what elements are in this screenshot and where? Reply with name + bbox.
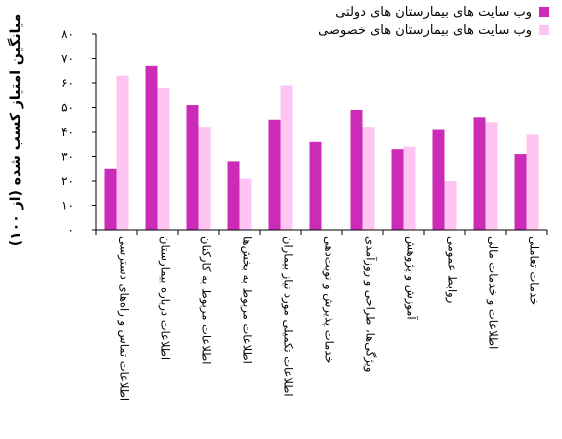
x-category-label: اطلاعات تماس و راه‌های دسترسی <box>117 236 132 401</box>
bar-private-hospitals <box>116 75 129 231</box>
bar-private-hospitals <box>526 134 539 230</box>
bar-private-hospitals <box>239 178 252 230</box>
x-axis-category-labels: اطلاعات تماس و راه‌های دسترسی اطلاعات درب… <box>117 236 542 401</box>
x-category-label: خدمات پذیرش و نوبت‌دهی <box>322 236 337 363</box>
y-tick-label: ۲۰ <box>61 174 74 188</box>
bar-public-hospitals <box>391 149 404 230</box>
bars <box>104 65 539 231</box>
y-tick-label: ۵۰ <box>61 101 74 115</box>
x-category-label: اطلاعات مربوط به بخش‌ها <box>240 236 255 364</box>
legend-swatch <box>539 25 549 35</box>
bar-public-hospitals <box>350 109 363 230</box>
x-category-label: خدمات تعاملی <box>528 236 542 305</box>
bar-private-hospitals <box>362 127 375 230</box>
y-tick-label: ۱۰ <box>61 199 74 213</box>
x-category-label: اطلاعات تکمیلی مورد نیاز بیماران <box>281 236 296 397</box>
x-category-label: آموزش و پژوهش <box>404 236 419 320</box>
bar-private-hospitals <box>157 87 170 231</box>
bar-private-hospitals <box>403 146 416 230</box>
bar-private-hospitals <box>485 122 498 230</box>
bar-public-hospitals <box>145 65 158 230</box>
legend-label: وب سایت های بیمارستان های دولتی <box>335 5 532 20</box>
legend: وب سایت های بیمارستان های دولتی وب سایت ه… <box>318 5 549 38</box>
y-axis-label-group: میانگین امتیاز کسب شده (از ۱۰۰) <box>7 14 24 247</box>
y-tick-label: ۰ <box>68 223 74 237</box>
bar-public-hospitals <box>268 119 281 230</box>
bar-public-hospitals <box>514 154 527 230</box>
y-axis-label: میانگین امتیاز کسب شده (از ۱۰۰) <box>7 14 24 247</box>
bar-private-hospitals <box>280 85 293 230</box>
x-category-label: اطلاعات درباره بیمارستان <box>158 236 173 360</box>
x-category-label: اطلاعات مربوط به کارکنان <box>199 236 214 364</box>
bar-private-hospitals <box>198 127 211 230</box>
bar-public-hospitals <box>227 161 240 230</box>
x-category-label: اطلاعات و خدمات مالی <box>486 236 501 349</box>
bar-public-hospitals <box>432 129 445 230</box>
legend-swatch <box>539 7 549 17</box>
y-tick-label: ۸۰ <box>61 27 74 41</box>
bar-public-hospitals <box>104 168 117 230</box>
bar-public-hospitals <box>473 117 486 230</box>
bar-private-hospitals <box>444 181 457 230</box>
axes <box>95 34 548 235</box>
bar-public-hospitals <box>309 141 322 230</box>
x-category-label: ویژگی‌ها، طراحی و روزآمدی <box>363 236 378 372</box>
y-tick-label: ۳۰ <box>61 150 74 164</box>
y-axis-ticks: ۰ ۱۰ ۲۰ ۳۰ ۴۰ ۵۰ ۶۰ ۷۰ ۸۰ <box>61 27 96 237</box>
y-tick-label: ۷۰ <box>61 52 74 66</box>
x-category-label: روابط عمومی <box>445 236 460 303</box>
y-tick-label: ۶۰ <box>61 76 74 90</box>
y-tick-label: ۴۰ <box>61 125 74 139</box>
legend-label: وب سایت های بیمارستان های خصوصی <box>318 23 532 38</box>
bar-public-hospitals <box>186 105 199 230</box>
